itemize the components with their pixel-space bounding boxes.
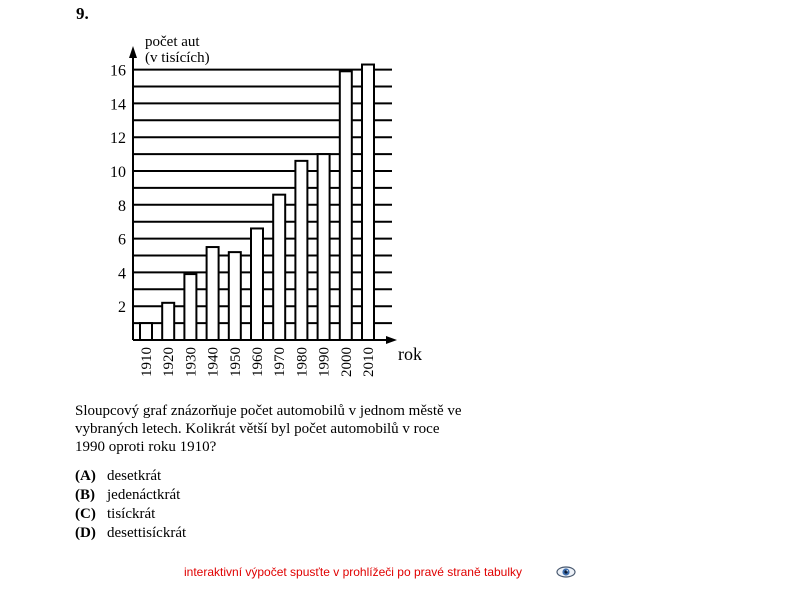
bar-1940 [205, 246, 220, 341]
x-tick-label: 2000 [339, 347, 355, 377]
x-tick-label: 1920 [161, 347, 177, 377]
answer-options: (A) desetkrát (B) jedenáctkrát (C) tisíckrá… [75, 467, 186, 543]
y-tick-label: 6 [118, 232, 126, 249]
y-tick-label: 10 [110, 164, 126, 181]
bar-1920 [161, 301, 176, 342]
option-a: (A) desetkrát [75, 467, 186, 486]
eye-icon[interactable] [556, 565, 576, 579]
x-tick-label: 1940 [206, 347, 222, 377]
y-axis-label-line2: (v tisících) [145, 50, 210, 66]
interactive-calculation-link[interactable]: interaktivní výpočet spusťte v prohlížeč… [184, 565, 523, 579]
bar-1960 [250, 227, 264, 342]
option-text: desetkrát [107, 468, 162, 484]
x-tick-label: 1930 [183, 347, 199, 377]
y-tick-label: 2 [118, 299, 126, 316]
x-axis-arrow [386, 336, 397, 344]
y-axis-arrow [129, 46, 137, 58]
option-c: (C) tisíckrát [75, 505, 186, 524]
y-tick-label: 4 [118, 265, 126, 282]
question-text-block: Sloupcový graf znázorňuje počet automobi… [75, 402, 465, 456]
bar-1990 [316, 153, 331, 341]
x-tick-label: 1980 [294, 347, 310, 377]
y-tick-label: 16 [110, 63, 126, 80]
bar-1970 [272, 193, 287, 341]
y-tick-label: 12 [110, 130, 126, 147]
x-tick-label: 1960 [250, 347, 266, 377]
y-axis-label-line1: počet aut [145, 34, 200, 50]
bar-2000 [338, 70, 353, 341]
x-tick-label: 1910 [139, 347, 155, 377]
option-letter: (B) [75, 487, 95, 503]
option-letter: (D) [75, 525, 96, 541]
axes [129, 46, 397, 344]
option-letter: (A) [75, 468, 96, 484]
y-tick-label: 8 [118, 198, 126, 215]
x-tick-label: 1970 [272, 347, 288, 377]
option-text: tisíckrát [107, 506, 156, 522]
y-tick-label: 14 [110, 96, 126, 113]
bars [139, 63, 375, 342]
x-tick-labels: 1910 1920 1930 1940 1950 1960 1970 1980 1990 2000… [139, 347, 377, 377]
bar-1930 [183, 273, 198, 341]
option-d: (D) desettisíckrát [75, 524, 186, 543]
x-tick-label: 1990 [317, 347, 333, 377]
option-text: jedenáctkrát [107, 487, 181, 503]
option-text: desettisíckrát [107, 525, 187, 541]
bar-1910 [139, 322, 153, 342]
problem-number: 9. [76, 4, 89, 23]
question-text: Sloupcový graf znázorňuje počet automobi… [75, 403, 462, 455]
x-axis-label: rok [398, 344, 422, 364]
option-b: (B) jedenáctkrát [75, 486, 186, 505]
option-letter: (C) [75, 506, 96, 522]
bar-2010 [361, 63, 375, 341]
bar-1950 [227, 251, 242, 341]
x-tick-label: 1950 [228, 347, 244, 377]
x-tick-label: 2010 [361, 347, 377, 377]
y-tick-labels: 2 4 6 8 10 12 14 16 [110, 63, 126, 317]
bar-1980 [294, 159, 309, 341]
bar-chart: 2 4 6 8 10 12 14 16 1910 1920 1930 1940 1950 1960 197… [110, 34, 422, 377]
